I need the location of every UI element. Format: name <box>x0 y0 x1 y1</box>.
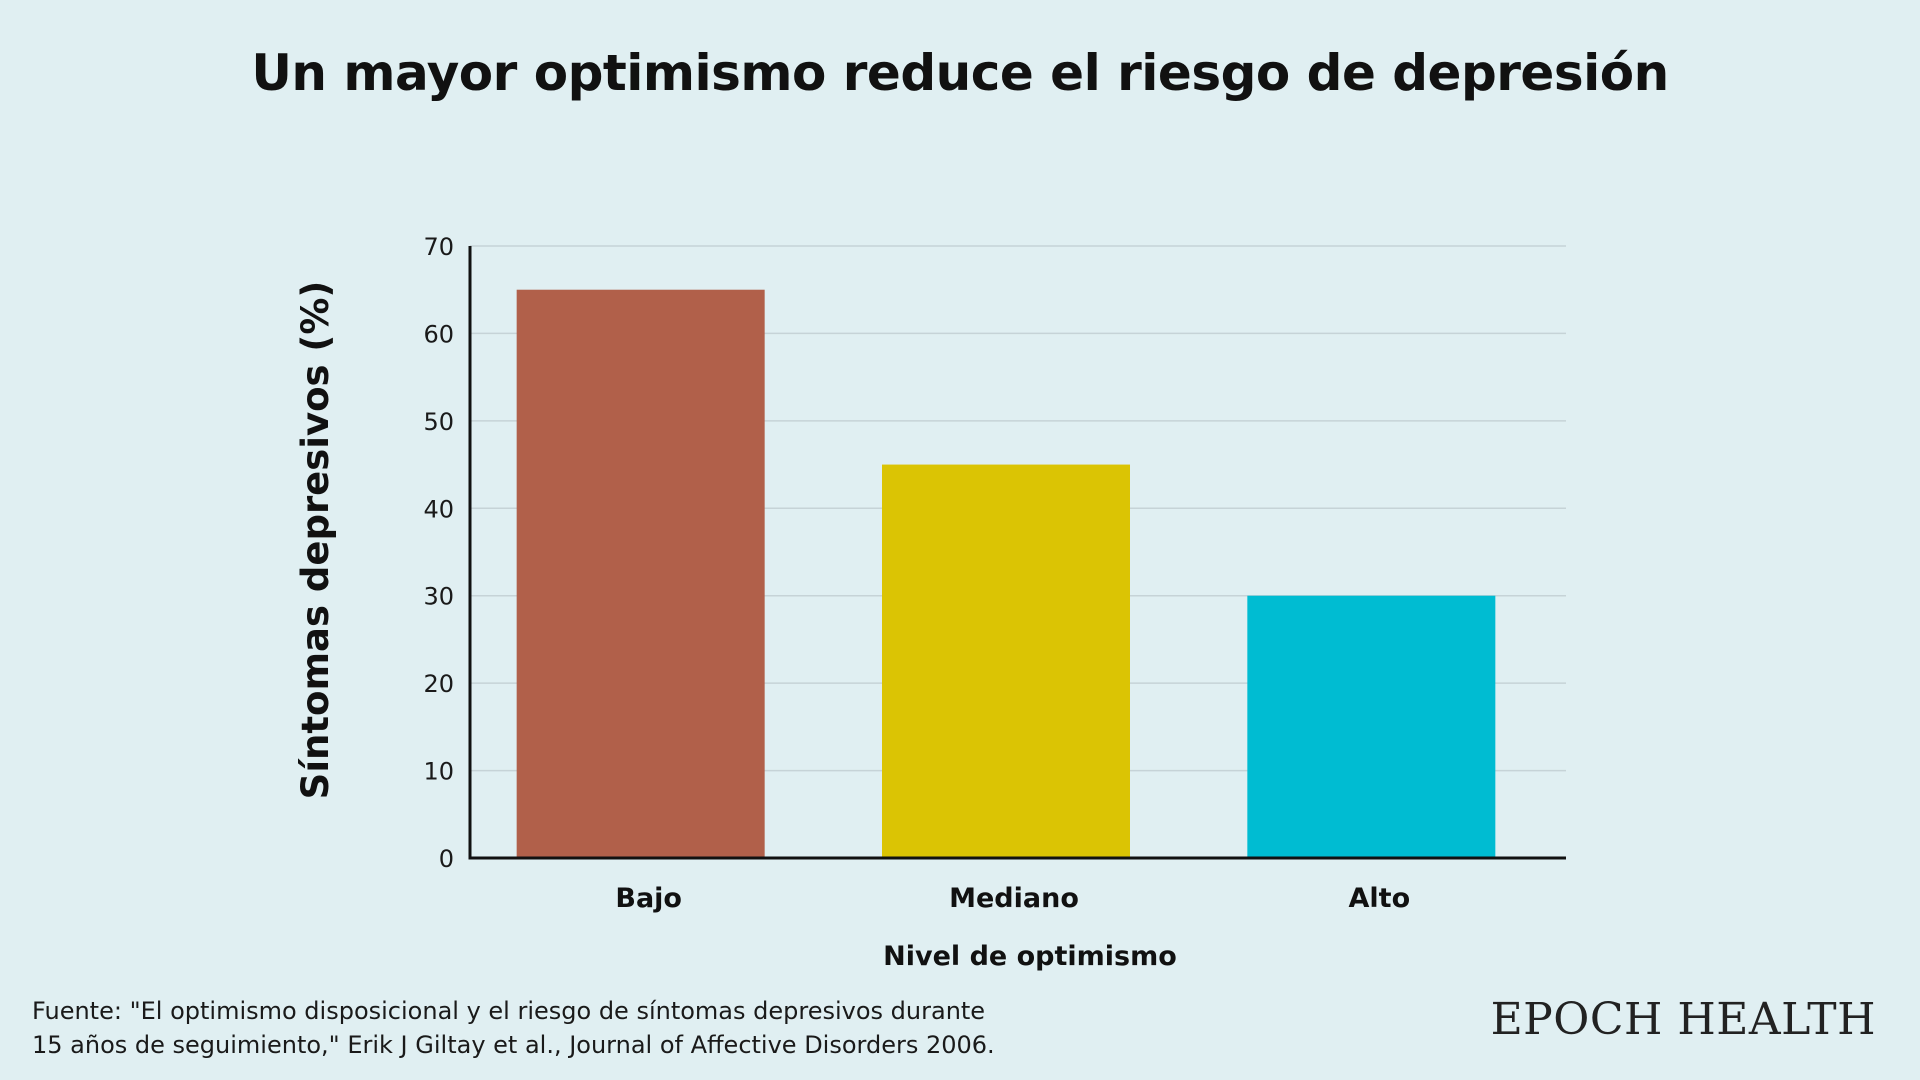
y-axis-title: Síntomas depresivos (%) <box>294 281 337 800</box>
bar-chart: 0 10 20 30 40 50 60 70 Bajo Mediano Alto Síntomas… <box>294 233 1566 972</box>
y-tick-label: 50 <box>423 408 454 436</box>
y-tick-label: 40 <box>423 495 454 523</box>
x-axis-title: Nivel de optimismo <box>883 941 1177 972</box>
source-line-2: 15 años de seguimiento," Erik J Giltay e… <box>32 1031 995 1059</box>
x-category-label: Mediano <box>949 883 1079 914</box>
axes <box>468 246 1566 860</box>
x-category-label: Bajo <box>615 883 682 914</box>
y-tick-label: 20 <box>423 670 454 698</box>
y-tick-label: 30 <box>423 583 454 611</box>
y-tick-label: 10 <box>423 758 454 786</box>
bar-mediano <box>882 464 1130 858</box>
y-tick-label: 70 <box>423 233 454 261</box>
bar-alto <box>1247 595 1496 858</box>
y-tick-labels: 0 10 20 30 40 50 60 70 <box>423 233 454 873</box>
brand-logo: EPOCH HEALTH <box>1490 994 1876 1045</box>
x-category-labels: Bajo Mediano Alto <box>615 883 1410 914</box>
chart-title: Un mayor optimismo reduce el riesgo de d… <box>251 44 1669 102</box>
y-tick-label: 0 <box>439 845 454 873</box>
source-line-1: Fuente: "El optimismo disposicional y el… <box>32 997 986 1025</box>
y-tick-label: 60 <box>423 320 454 348</box>
bars <box>516 289 1496 858</box>
bar-bajo <box>516 289 765 858</box>
source-note: Fuente: "El optimismo disposicional y el… <box>32 994 1182 1062</box>
x-category-label: Alto <box>1349 883 1411 914</box>
